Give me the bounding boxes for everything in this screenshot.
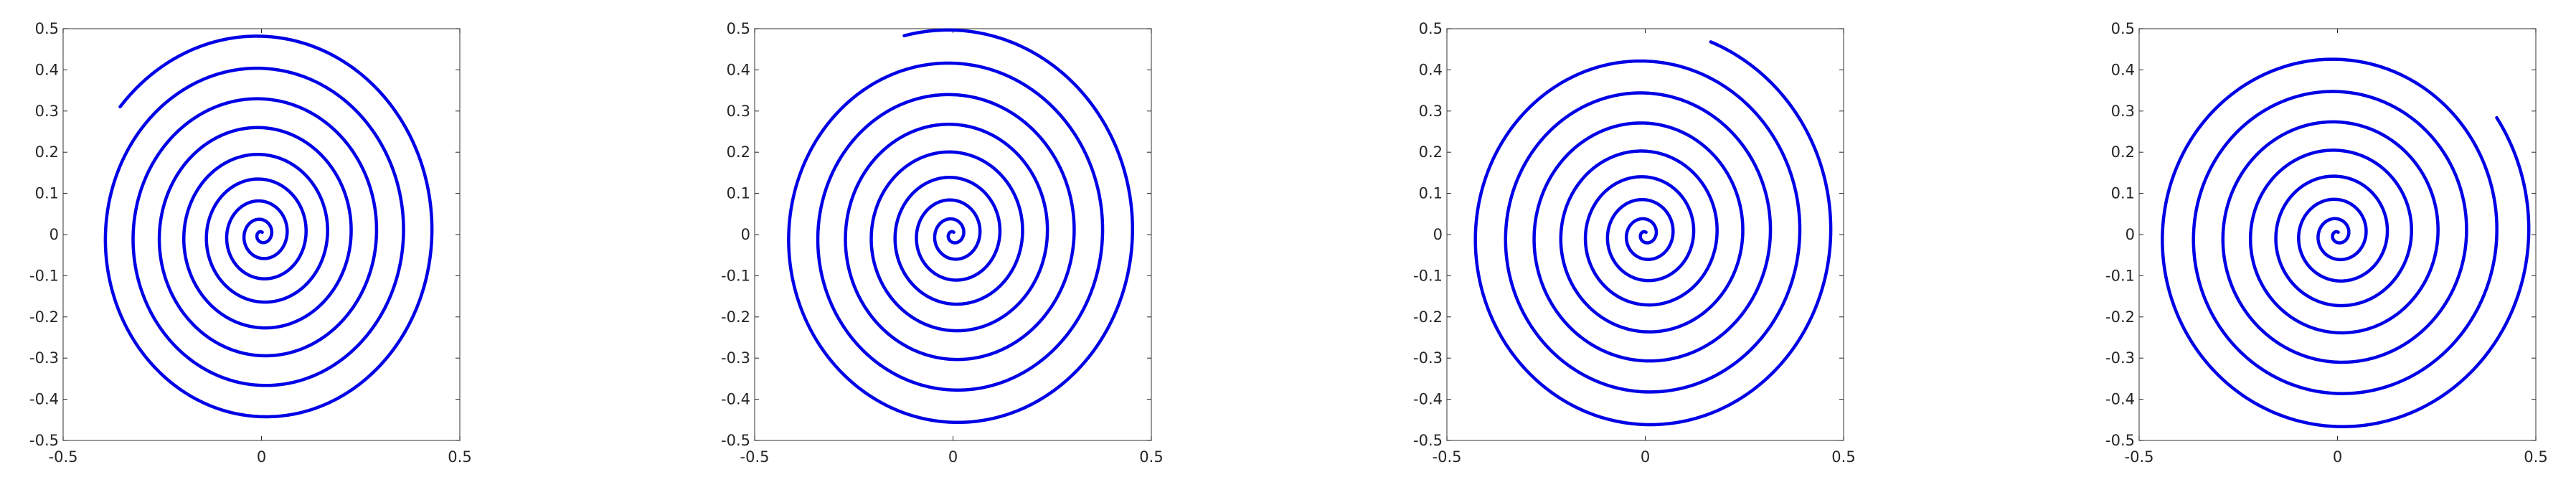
x-tick-label: 0.5 <box>1139 448 1163 466</box>
y-tick-label: -0.5 <box>2105 432 2135 449</box>
axes-box <box>754 28 1152 441</box>
x-tick-label: 0.5 <box>448 448 471 466</box>
x-tick-label: 0.5 <box>2524 448 2547 466</box>
y-tick-label: 0.1 <box>1419 185 1443 202</box>
y-tick-label: 0.5 <box>727 20 750 37</box>
axes-box <box>62 28 461 441</box>
y-tick-label: 0 <box>741 226 750 243</box>
x-tick-label: 0 <box>257 448 266 466</box>
y-tick-label: 0.5 <box>1419 20 1443 37</box>
y-tick-label: -0.2 <box>1413 308 1443 326</box>
y-tick-label: -0.1 <box>29 267 59 284</box>
x-tick-label: -0.5 <box>2125 448 2154 466</box>
y-tick-label: 0.2 <box>35 143 59 161</box>
y-tick-label: 0.1 <box>727 185 750 202</box>
subplot-4: 0.5 0.4 0.3 0.2 0.1 0 -0.1 -0.2 -0.3 -0.4 -0.5-0.5… <box>2105 20 2548 466</box>
y-tick-label: 0.3 <box>2111 103 2135 120</box>
y-tick-label: -0.1 <box>2105 267 2135 284</box>
y-tick-label: -0.1 <box>1413 267 1443 284</box>
spiral-series-1 <box>787 28 1134 425</box>
y-tick-label: 0.2 <box>727 143 750 161</box>
y-tick-label: -0.5 <box>1413 432 1443 449</box>
x-tick-label: 0 <box>948 448 958 466</box>
spiral-series-1 <box>1473 40 1833 427</box>
y-tick-label: 0.1 <box>35 185 59 202</box>
spiral-series-1 <box>2161 57 2531 428</box>
y-tick-label: -0.4 <box>1413 391 1443 408</box>
x-tick-label: 0.5 <box>1831 448 1855 466</box>
y-tick-label: -0.3 <box>721 349 750 367</box>
y-tick-label: 0.1 <box>2111 185 2135 202</box>
y-tick-label: 0.4 <box>727 61 750 78</box>
y-tick-label: -0.3 <box>2105 349 2135 367</box>
y-tick-label: 0.3 <box>727 103 750 120</box>
y-tick-label: 0.4 <box>1419 61 1443 78</box>
spiral-series-1 <box>103 34 434 419</box>
subplot-1: 0.5 0.4 0.3 0.2 0.1 0 -0.1 -0.2 -0.3 -0.4 -0.5-0.5… <box>29 20 472 466</box>
y-tick-label: -0.2 <box>2105 308 2135 326</box>
x-tick-label: 0 <box>1641 448 1650 466</box>
y-tick-label: -0.2 <box>29 308 59 326</box>
y-tick-label: -0.5 <box>29 432 59 449</box>
y-tick-label: -0.5 <box>721 432 750 449</box>
y-tick-label: 0.4 <box>2111 61 2135 78</box>
y-tick-label: -0.4 <box>721 391 750 408</box>
y-tick-label: 0.5 <box>2111 20 2135 37</box>
x-tick-label: -0.5 <box>1433 448 1462 466</box>
y-tick-label: 0.2 <box>1419 143 1443 161</box>
y-tick-label: -0.2 <box>721 308 750 326</box>
y-tick-label: 0 <box>1433 226 1443 243</box>
y-tick-label: -0.3 <box>29 349 59 367</box>
y-tick-label: 0.5 <box>35 20 59 37</box>
y-tick-label: -0.4 <box>29 391 59 408</box>
subplot-2: 0.5 0.4 0.3 0.2 0.1 0 -0.1 -0.2 -0.3 -0.4 -0.5-0.5… <box>721 20 1164 466</box>
x-tick-label: -0.5 <box>740 448 770 466</box>
y-tick-label: -0.3 <box>1413 349 1443 367</box>
y-tick-label: 0.3 <box>1419 103 1443 120</box>
subplot-3: 0.5 0.4 0.3 0.2 0.1 0 -0.1 -0.2 -0.3 -0.4 -0.5-0.5… <box>1413 20 1856 466</box>
y-tick-label: 0.3 <box>35 103 59 120</box>
y-tick-label: 0.2 <box>2111 143 2135 161</box>
y-tick-label: -0.1 <box>721 267 750 284</box>
y-tick-label: 0 <box>2126 226 2135 243</box>
y-tick-label: -0.4 <box>2105 391 2135 408</box>
x-tick-label: -0.5 <box>49 448 78 466</box>
x-tick-label: 0 <box>2333 448 2342 466</box>
y-tick-label: 0 <box>49 226 59 243</box>
y-tick-label: 0.4 <box>35 61 59 78</box>
